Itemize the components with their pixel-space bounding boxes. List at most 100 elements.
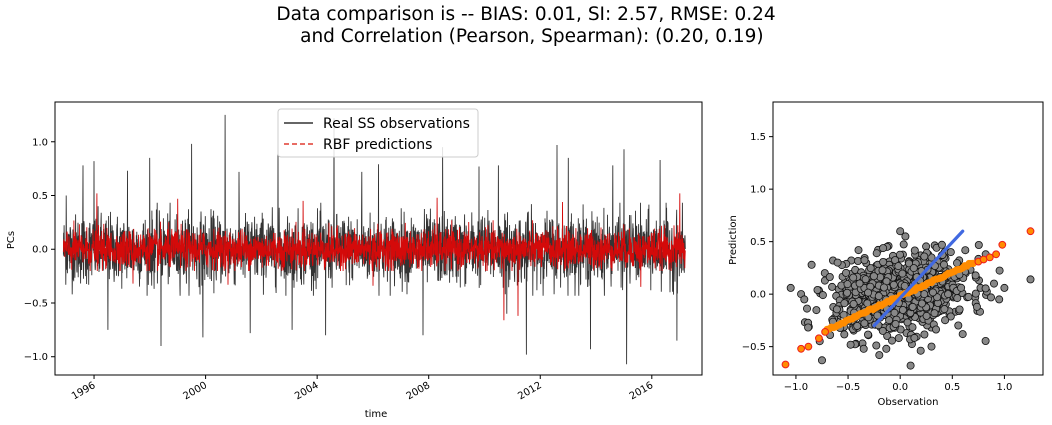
qq-point (781, 360, 790, 369)
scatter-cloud (786, 227, 1035, 370)
scatter-point (906, 361, 915, 370)
y-tick-label: 0.0 (32, 245, 48, 256)
scatter-point (964, 292, 973, 301)
scatter-point (953, 294, 962, 303)
scatter-point (1026, 275, 1035, 284)
scatter-point (833, 258, 842, 267)
figure-title: Data comparison is -- BIAS: 0.01, SI: 2.… (0, 4, 1052, 48)
scatter-point (894, 262, 903, 271)
scatter-point (1000, 283, 1009, 292)
scatter-point (843, 280, 852, 289)
y-tick-label: 1.0 (750, 185, 766, 196)
x-tick-label: 2016 (628, 380, 656, 402)
y-tick-label: −1.0 (24, 352, 48, 363)
scatter-point (920, 290, 929, 299)
timeseries-panel: 1996 2000 2004 2008 2012 2016 −1.0 −0.5 0.0 0.5 1… (6, 101, 703, 420)
scatter-point (828, 282, 837, 291)
scatter-point (995, 266, 1004, 275)
scatter-point (920, 330, 929, 339)
qq-point (804, 342, 813, 351)
scatter-axes-frame (772, 101, 1044, 376)
scatter-point (901, 232, 910, 241)
scatter-point (990, 279, 999, 288)
scatter-point (946, 248, 955, 257)
x-tick-label: 2012 (516, 380, 544, 402)
scatter-point (846, 340, 855, 349)
scatter-point (946, 312, 955, 321)
scatter-x-label: Observation (878, 397, 939, 408)
scatter-point (885, 316, 894, 325)
scatter-point (878, 326, 887, 335)
scatter-point (878, 266, 887, 275)
scatter-point (890, 308, 899, 317)
scatter-point (882, 344, 891, 353)
scatter-point (961, 246, 970, 255)
scatter-point (927, 342, 936, 351)
scatter-point (869, 272, 878, 281)
scatter-point (891, 319, 900, 328)
scatter-point (842, 268, 851, 277)
scatter-point (944, 290, 953, 299)
y-tick-label: 0.5 (32, 191, 48, 202)
scatter-panel: −1.0 −0.5 0.0 0.5 1.0 −0.5 0.0 0.5 1.0 1.5 Obser… (728, 101, 1044, 408)
scatter-point (898, 269, 907, 278)
qq-point (998, 240, 1007, 249)
y-tick-label: −0.5 (24, 298, 48, 309)
qq-point (992, 250, 1000, 259)
scatter-point (900, 281, 909, 290)
y-tick-label: −0.5 (742, 342, 766, 353)
scatter-point (894, 334, 903, 343)
x-tick-label: −1.0 (784, 382, 808, 393)
y-tick-label: 1.5 (750, 132, 766, 143)
scatter-point (909, 264, 918, 273)
scatter-point (843, 288, 852, 297)
qq-points (781, 227, 1035, 369)
x-tick-label: 2008 (405, 380, 433, 402)
scatter-point (883, 331, 892, 340)
legend-label-observations: Real SS observations (323, 116, 470, 132)
scatter-point (958, 330, 967, 339)
scatter-point (872, 341, 881, 350)
y-tick-label: 0.5 (750, 237, 766, 248)
scatter-point (910, 246, 919, 255)
scatter-point (917, 299, 926, 308)
x-tick-label: −0.5 (836, 382, 860, 393)
scatter-point (940, 260, 949, 269)
scatter-point (972, 302, 981, 311)
scatter-point (861, 275, 870, 284)
scatter-x-ticks: −1.0 −0.5 0.0 0.5 1.0 (784, 375, 1012, 393)
timeseries-y-ticks: −1.0 −0.5 0.0 0.5 1.0 (24, 137, 55, 363)
scatter-point (860, 256, 869, 265)
scatter-point (987, 293, 996, 302)
scatter-point (910, 333, 919, 342)
scatter-point (941, 316, 950, 325)
scatter-point (832, 305, 841, 314)
qq-point (1026, 227, 1035, 236)
scatter-point (888, 336, 897, 345)
scatter-point (864, 288, 873, 297)
legend-label-predictions: RBF predictions (323, 137, 432, 153)
scatter-point (922, 311, 931, 320)
scatter-point (849, 273, 858, 282)
scatter-point (812, 306, 821, 315)
x-tick-label: 2000 (182, 380, 210, 402)
scatter-point (905, 259, 914, 268)
x-tick-label: 0.5 (944, 382, 960, 393)
scatter-point (891, 256, 900, 265)
scatter-point (804, 323, 813, 332)
timeseries-x-ticks: 1996 2000 2004 2008 2012 2016 (70, 375, 655, 402)
title-line-1: Data comparison is -- BIAS: 0.01, SI: 2.… (276, 4, 776, 25)
scatter-point (853, 321, 862, 330)
scatter-point (908, 302, 917, 311)
scatter-point (860, 319, 869, 328)
scatter-point (879, 244, 888, 253)
scatter-point (840, 330, 849, 339)
timeseries-legend: Real SS observations RBF predictions (277, 108, 479, 158)
timeseries-y-label: PCs (6, 231, 17, 249)
scatter-point (928, 288, 937, 297)
x-tick-label: 1.0 (996, 382, 1012, 393)
scatter-point (854, 246, 863, 255)
scatter-point (954, 321, 963, 330)
scatter-point (818, 291, 827, 300)
